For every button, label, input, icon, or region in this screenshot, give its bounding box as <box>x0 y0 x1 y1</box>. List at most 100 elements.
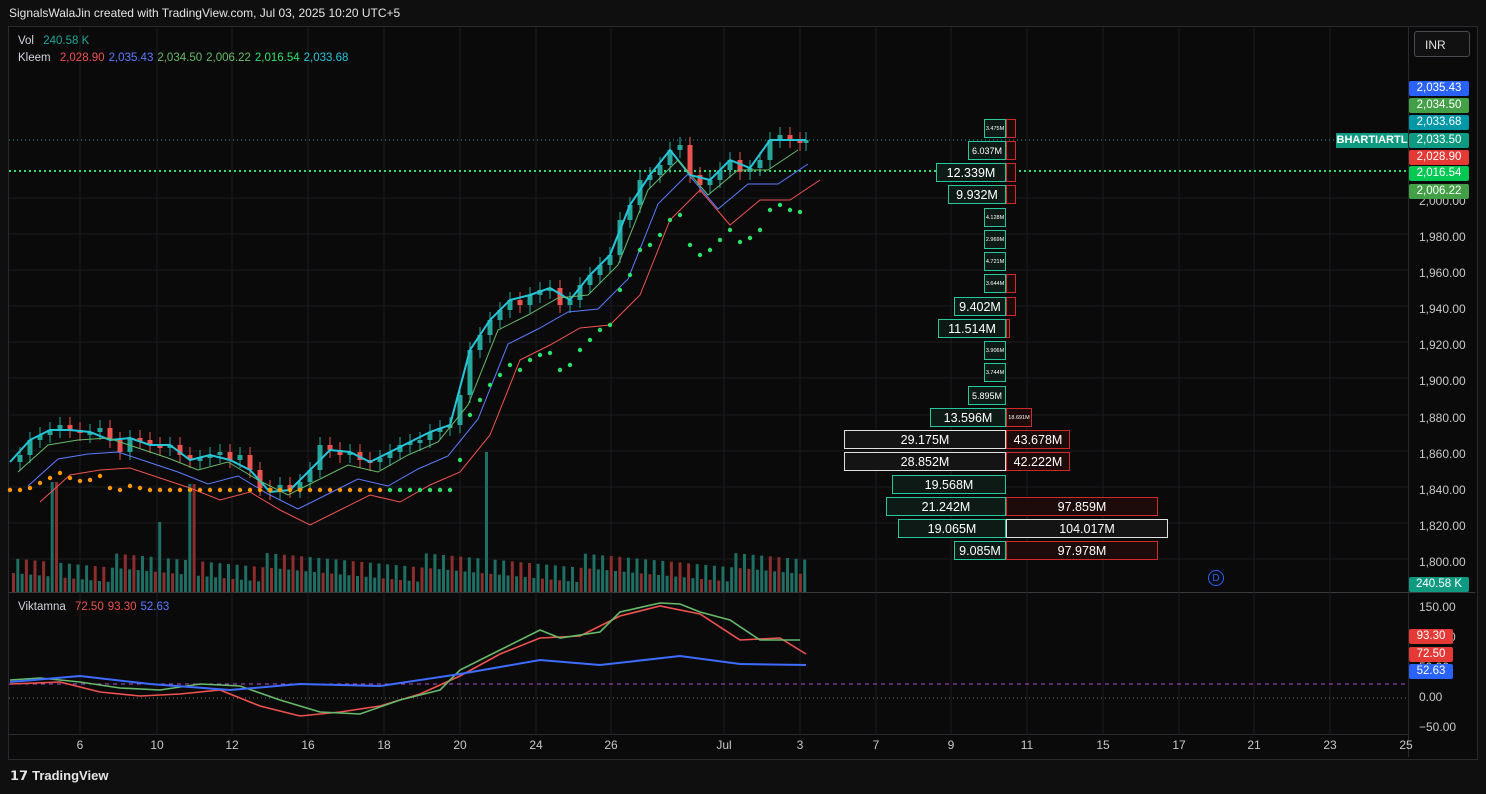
volume-bar <box>274 553 278 592</box>
tradingview-logo-text: TradingView <box>32 768 109 783</box>
volume-bar <box>596 569 600 592</box>
volume-bar <box>102 566 106 592</box>
volume-bar <box>386 564 390 592</box>
volume-bar <box>201 561 205 592</box>
volume-bar <box>128 569 132 592</box>
currency-button[interactable]: INR <box>1414 31 1470 57</box>
volume-bar <box>222 578 226 592</box>
volume-bar <box>188 484 192 592</box>
volume-bar <box>308 557 312 592</box>
candle-body <box>687 145 693 175</box>
tradingview-logo[interactable]: 𝟭𝟳 TradingView <box>10 768 108 784</box>
volume-profile-sell-bar <box>1006 274 1016 293</box>
kleem-value: 2,035.43 <box>108 52 154 64</box>
oscillator-axis-label: −50.00 <box>1419 720 1457 734</box>
supertrend-dot <box>407 487 413 493</box>
candle-body <box>737 160 743 172</box>
price-badge: 2,034.50 <box>1409 98 1469 113</box>
volume-bar <box>72 578 76 592</box>
volume-bar <box>437 569 441 592</box>
volume-bar <box>261 567 265 592</box>
volume-bar <box>257 581 261 592</box>
volume-bar <box>295 570 299 592</box>
kleem-legend[interactable]: Kleem 2,028.90 2,035.43 2,034.50 2,006.22 2,… <box>18 52 356 64</box>
candle-body <box>717 170 723 180</box>
price-axis-label: 1,940.00 <box>1419 302 1466 316</box>
oscillator-badge: 72.50 <box>1409 647 1453 662</box>
volume-bar <box>351 561 355 592</box>
volume-bar <box>622 571 626 592</box>
volume-bar <box>265 553 269 592</box>
candle-body <box>397 445 403 452</box>
volume-profile-sell-bar: 104.017M <box>1006 519 1168 538</box>
supertrend-dot <box>437 487 443 493</box>
dividend-event-marker[interactable]: D <box>1208 570 1224 586</box>
volume-bar <box>614 571 617 592</box>
volume-bar <box>644 559 648 592</box>
supertrend-dot <box>767 207 773 213</box>
volume-bar <box>287 569 291 592</box>
volume-bar <box>171 573 175 592</box>
candle-body <box>177 445 183 455</box>
supertrend-dot <box>297 487 303 493</box>
ma-blue-line <box>27 163 809 510</box>
volume-bar <box>89 580 93 592</box>
volume-legend[interactable]: Vol 240.58 K <box>18 35 93 47</box>
volume-bar <box>429 568 433 592</box>
supertrend-dot <box>77 478 83 484</box>
volume-bar <box>588 568 592 592</box>
volume-bar <box>515 576 519 592</box>
volume-bar <box>605 570 609 592</box>
volume-bar <box>67 563 71 592</box>
supertrend-dot <box>237 487 243 493</box>
volume-bar <box>467 557 471 592</box>
supertrend-dot <box>47 475 53 481</box>
volume-bar <box>231 578 235 592</box>
supertrend-dot <box>547 350 553 356</box>
volume-bar <box>678 562 682 592</box>
candle-body <box>427 432 433 440</box>
volume-bar <box>657 575 660 592</box>
supertrend-dot <box>377 487 383 493</box>
volume-bar <box>162 572 166 592</box>
candle-body <box>727 160 733 170</box>
pane-separator[interactable] <box>9 592 1475 593</box>
supertrend-dot <box>157 487 163 493</box>
chart-area[interactable] <box>8 26 1478 760</box>
supertrend-dot <box>477 397 483 403</box>
kleem-value: 2,028.90 <box>59 52 105 64</box>
volume-bar <box>545 564 549 592</box>
volume-bar <box>235 564 239 592</box>
volume-bar <box>566 581 570 592</box>
candle-body <box>57 425 63 430</box>
price-axis-label: 1,960.00 <box>1419 266 1466 280</box>
volume-bar <box>549 579 553 592</box>
price-axis-label: 1,980.00 <box>1419 230 1466 244</box>
candle-body <box>803 140 809 143</box>
volume-bar <box>343 560 347 592</box>
kleem-value: 2,033.68 <box>303 52 349 64</box>
candle-body <box>797 140 803 143</box>
viktamna-legend[interactable]: Viktamna 72.50 93.30 52.63 <box>18 601 177 613</box>
volume-bar <box>738 568 742 592</box>
volume-bar <box>489 573 493 592</box>
supertrend-dot <box>527 357 533 363</box>
candle-body <box>187 455 193 460</box>
volume-profile-sell-bar <box>1006 319 1010 338</box>
volume-profile-buy-bar: 29.175M <box>844 430 1006 449</box>
volume-bar <box>661 560 665 592</box>
volume-bar <box>450 555 454 592</box>
viktamna-value: 72.50 <box>74 601 104 613</box>
candle-body <box>587 275 593 285</box>
volume-profile-buy-bar: 11.514M <box>938 319 1006 338</box>
volume-bar <box>712 565 716 592</box>
volume-bar <box>571 567 574 592</box>
supertrend-dot <box>427 487 433 493</box>
candle-body <box>317 445 323 470</box>
supertrend-dot <box>507 362 513 368</box>
volume-bar <box>153 571 157 592</box>
supertrend-dot <box>747 235 753 241</box>
supertrend-dot <box>7 487 13 493</box>
volume-bar <box>502 560 506 592</box>
